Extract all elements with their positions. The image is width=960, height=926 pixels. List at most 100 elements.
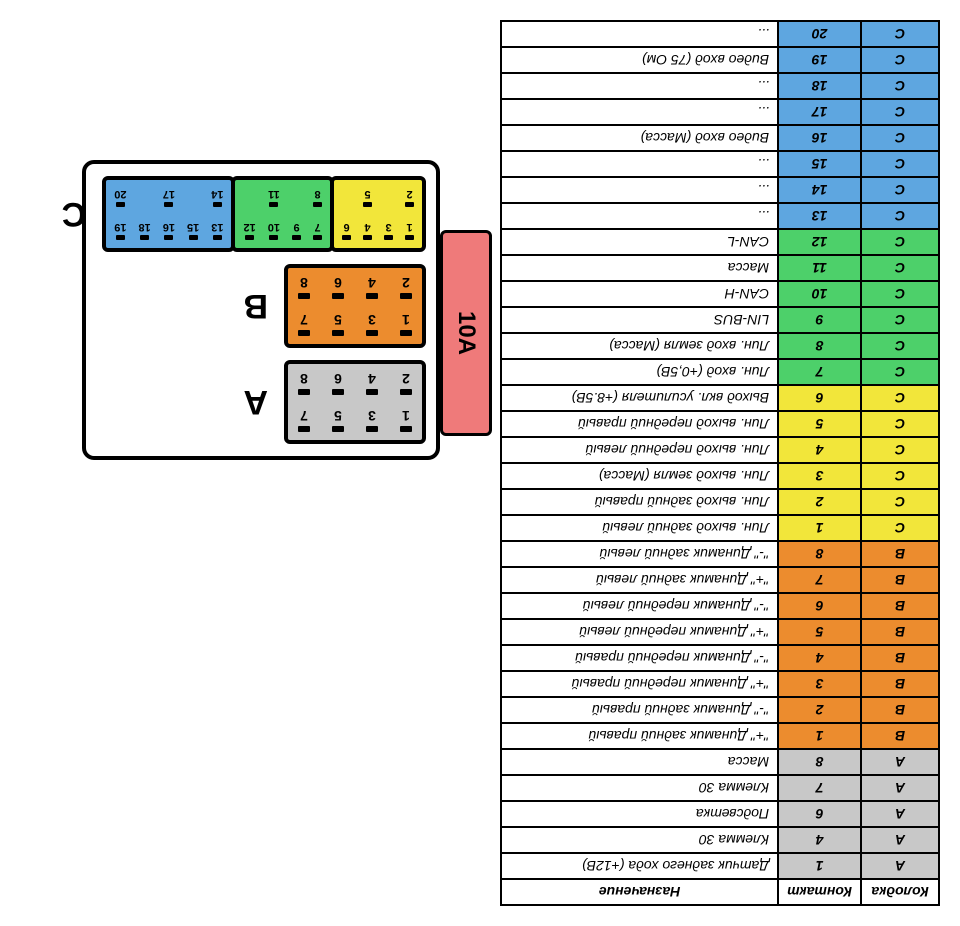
cell-kolodka: C [861,21,939,47]
cell-kontakt: 8 [778,333,861,359]
cell-kolodka: C [861,177,939,203]
pin: 5 [363,188,372,207]
pin: 14 [211,188,223,207]
table-row: C11Масса [501,255,939,281]
pin: 8 [298,276,310,299]
pin: 7 [298,409,310,432]
cell-kolodka: B [861,671,939,697]
pin: 16 [163,221,175,240]
cell-kontakt: 15 [778,151,861,177]
table-row: C4Лин. выход передний левый [501,437,939,463]
connector-a-label: A [243,383,268,422]
cell-kontakt: 2 [778,697,861,723]
pin: 2 [400,372,412,395]
connector-c-label: C [62,195,87,234]
cell-kolodka: A [861,775,939,801]
cell-desc: ... [501,151,778,177]
cell-desc: Видео вход (75 Ом) [501,47,778,73]
pin: 3 [384,221,393,240]
pin: 2 [400,276,412,299]
pin: 8 [313,188,322,207]
pin: 5 [332,313,344,336]
cell-desc: Масса [501,255,778,281]
table-row: B7"+" Динамик задний левый [501,567,939,593]
cell-desc: ... [501,99,778,125]
cell-kolodka: C [861,489,939,515]
pin: 15 [187,221,199,240]
cell-kolodka: B [861,567,939,593]
table-row: C3Лин. выход земля (Масса) [501,463,939,489]
cell-desc: "+" Динамик задний левый [501,567,778,593]
cell-desc: Масса [501,749,778,775]
table-row: B8"-" Динамик задний левый [501,541,939,567]
cell-kontakt: 4 [778,645,861,671]
cell-kolodka: B [861,645,939,671]
cell-kontakt: 10 [778,281,861,307]
cell-kontakt: 16 [778,125,861,151]
pin: 4 [366,372,378,395]
connector-c: 12 3 45 6 78 9 1011 12 1314 15 1617 [102,176,426,252]
cell-desc: Клемма 30 [501,775,778,801]
cell-desc: "-" Динамик передний правый [501,645,778,671]
pin: 12 [244,221,256,240]
cell-desc: Лин. вход земля (Масса) [501,333,778,359]
table-row: A1Датчик заднего хода (+12В) [501,853,939,879]
table-row: C7Лин. вход (+0,5В) [501,359,939,385]
cell-kolodka: A [861,853,939,879]
table-row: A6Подсветка [501,801,939,827]
cell-desc: ... [501,177,778,203]
connector-c-green: 78 9 1011 12 [232,176,335,252]
cell-desc: "-" Динамик задний левый [501,541,778,567]
cell-kontakt: 1 [778,853,861,879]
cell-desc: ... [501,21,778,47]
connector-a-row: 12 34 56 78 A [96,360,426,444]
table-row: C14... [501,177,939,203]
table-row: C19Видео вход (75 Ом) [501,47,939,73]
pin: 20 [114,188,126,207]
cell-kolodka: C [861,47,939,73]
table-row: B5"+" Динамик передний левый [501,619,939,645]
cell-kontakt: 9 [778,307,861,333]
pin: 19 [114,221,126,240]
cell-desc: LIN-BUS [501,307,778,333]
cell-kontakt: 8 [778,749,861,775]
table-header-row: Колодка Контакт Назначение [501,879,939,905]
table-row: C20... [501,21,939,47]
cell-kolodka: B [861,541,939,567]
pin: 3 [366,313,378,336]
table-row: B3"+" Динамик передний правый [501,671,939,697]
cell-kontakt: 6 [778,385,861,411]
cell-kontakt: 6 [778,801,861,827]
cell-kontakt: 7 [778,567,861,593]
cell-kontakt: 5 [778,411,861,437]
cell-desc: Подсветка [501,801,778,827]
pin: 6 [332,372,344,395]
cell-kolodka: C [861,307,939,333]
cell-kolodka: C [861,333,939,359]
cell-desc: Лин. выход земля (Масса) [501,463,778,489]
cell-desc: CAN-H [501,281,778,307]
cell-kolodka: C [861,229,939,255]
cell-desc: Видео вход (Масса) [501,125,778,151]
connector-c-yellow: 12 3 45 6 [330,176,426,252]
pin: 11 [268,188,280,207]
cell-desc: Лин. выход задний правый [501,489,778,515]
table-row: C16Видео вход (Масса) [501,125,939,151]
cell-kolodka: C [861,73,939,99]
cell-kontakt: 20 [778,21,861,47]
pin: 6 [342,221,351,240]
table-row: C8Лин. вход земля (Масса) [501,333,939,359]
cell-kolodka: B [861,619,939,645]
pin: 9 [292,221,301,240]
pinout-table-wrap: Колодка Контакт Назначение A1Датчик задн… [470,20,940,906]
cell-kontakt: 19 [778,47,861,73]
cell-kolodka: C [861,281,939,307]
cell-desc: "-" Динамик передний левый [501,593,778,619]
pin: 4 [363,221,372,240]
cell-kolodka: B [861,723,939,749]
cell-kolodka: C [861,99,939,125]
cell-desc: Клемма 30 [501,827,778,853]
cell-kolodka: A [861,827,939,853]
table-row: C9LIN-BUS [501,307,939,333]
pin: 8 [298,372,310,395]
